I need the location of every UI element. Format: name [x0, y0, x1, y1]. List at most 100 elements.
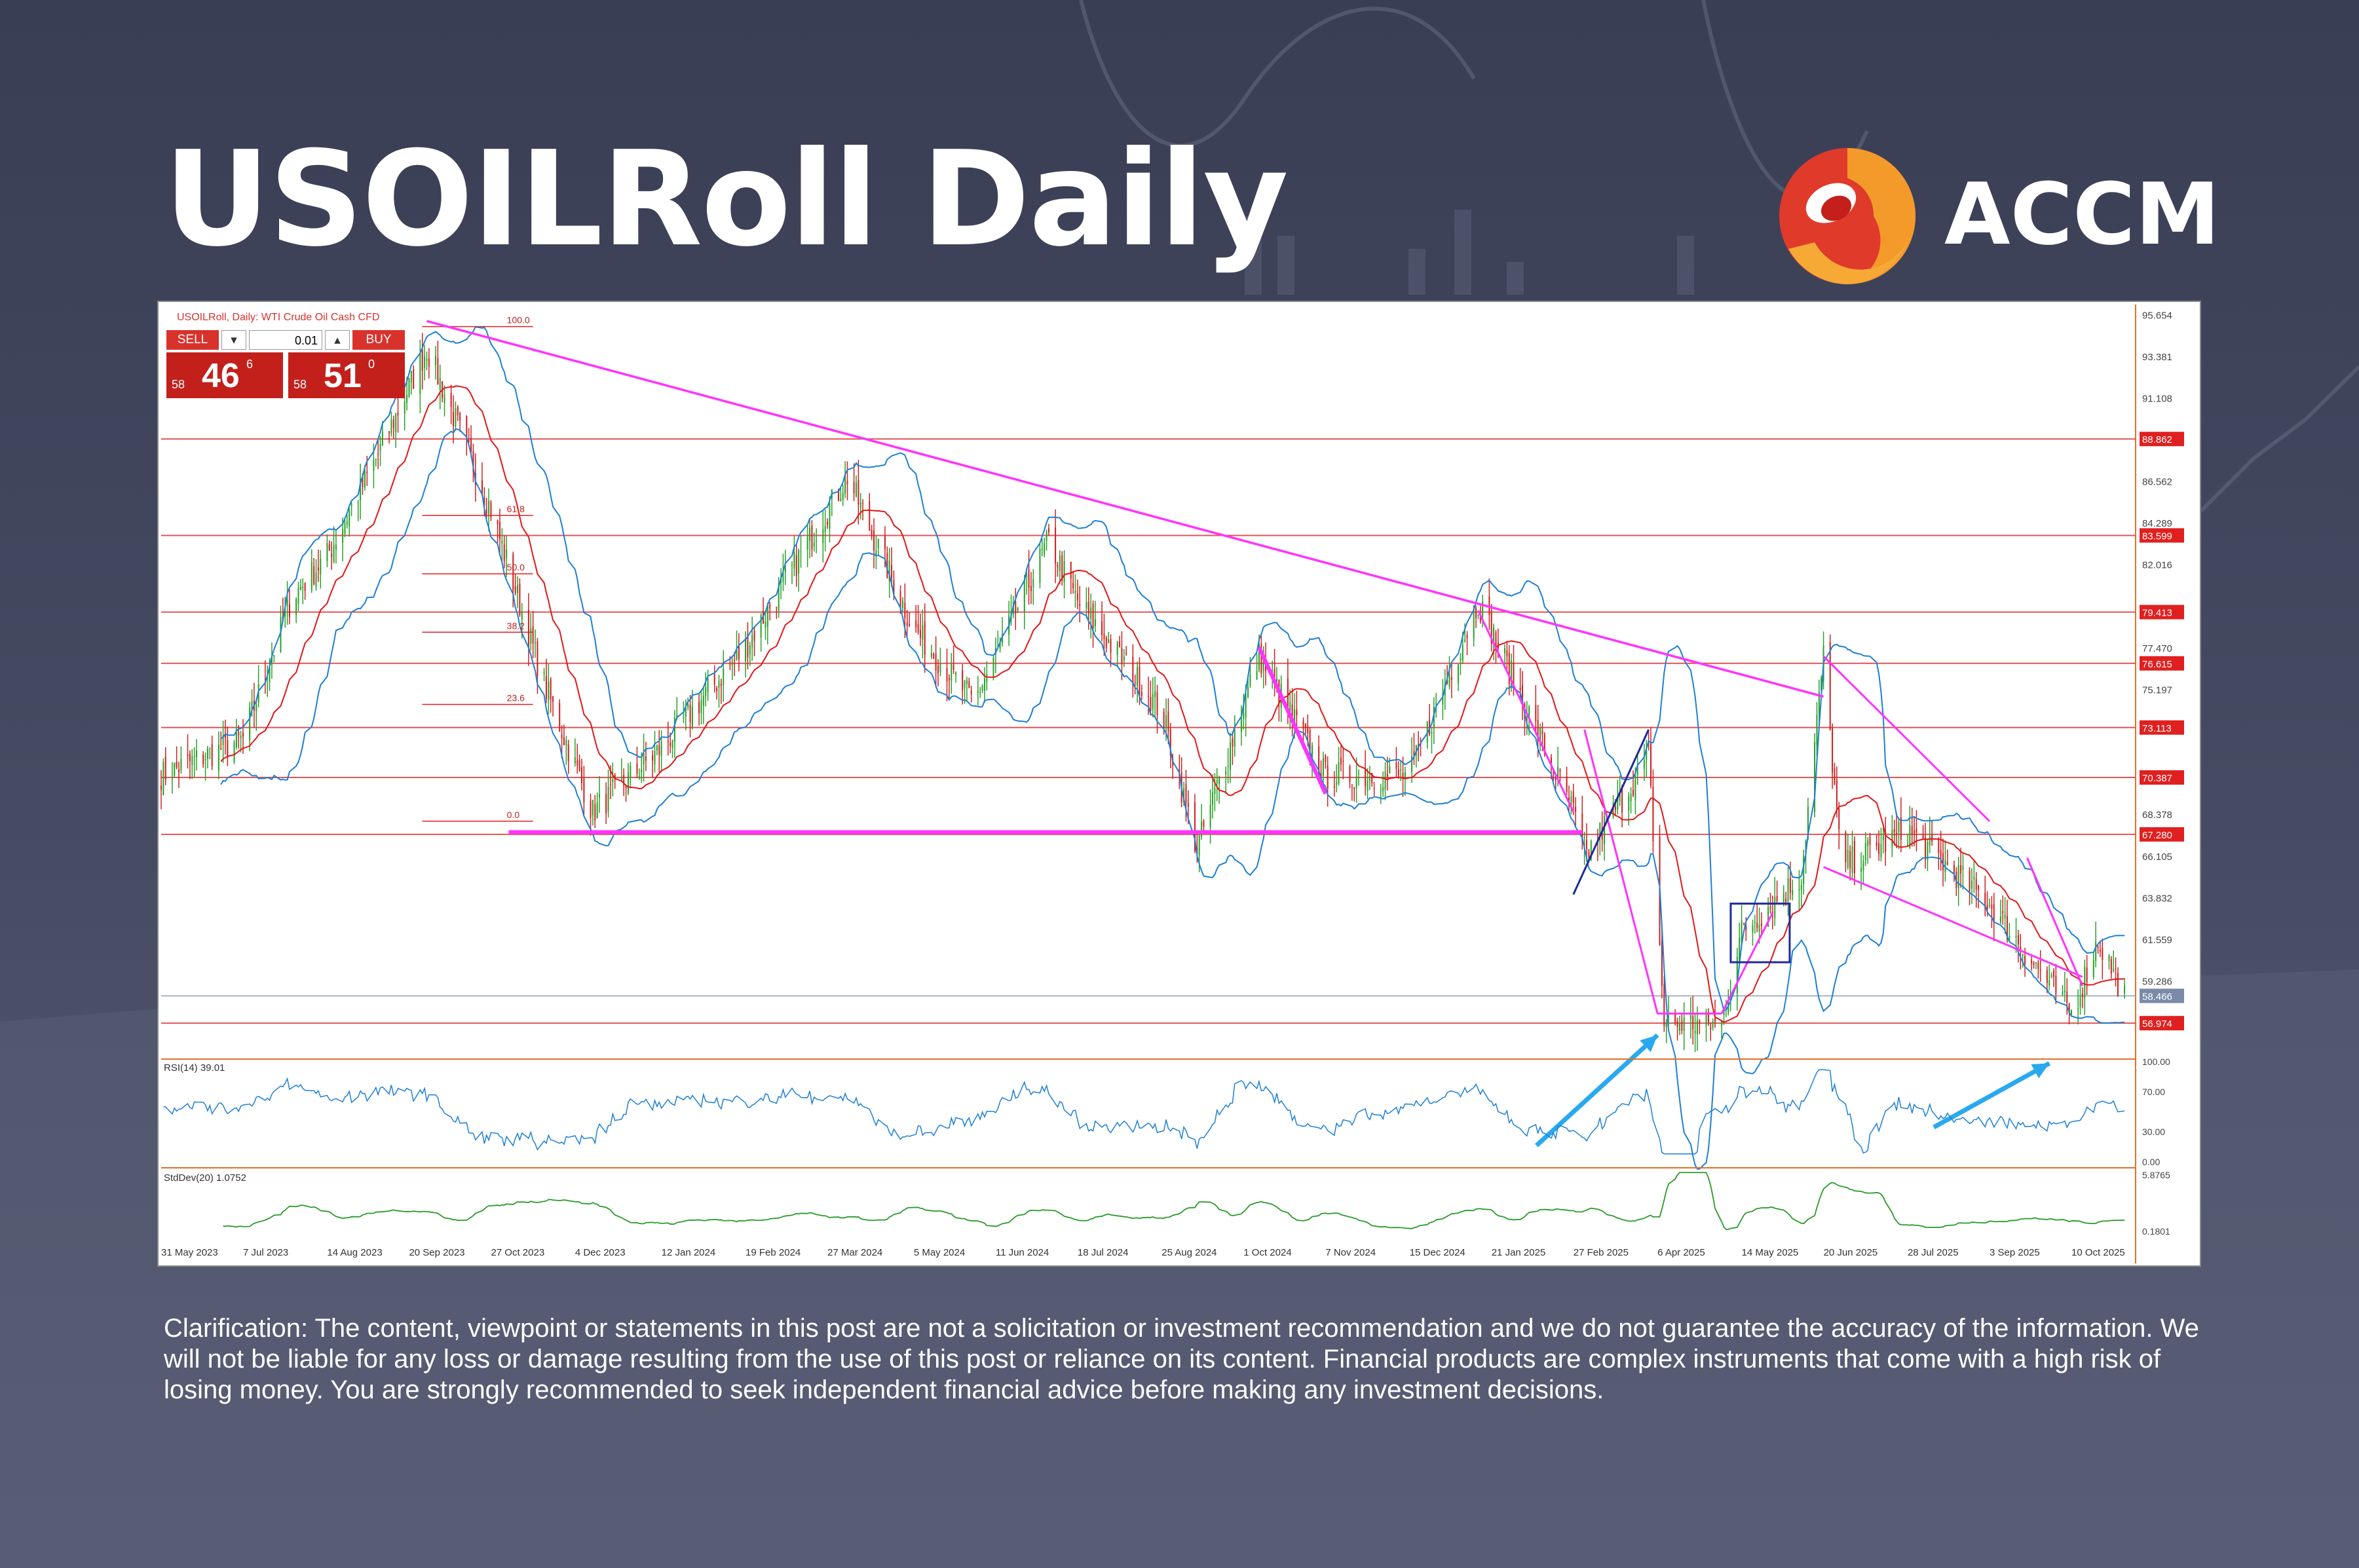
candle-body	[537, 641, 538, 677]
candle-body	[1121, 648, 1123, 664]
candle-body	[189, 753, 191, 762]
candle-body	[1821, 678, 1822, 690]
sell-price[interactable]: 58 46 6	[166, 352, 283, 398]
candle-body	[1851, 846, 1853, 873]
date-tick-label: 12 Jan 2024	[662, 1247, 716, 1258]
candle-body	[871, 529, 873, 535]
candle-body	[220, 748, 222, 750]
date-tick-label: 1 Oct 2024	[1243, 1247, 1291, 1258]
candle-body	[946, 668, 948, 682]
candle-body	[1845, 832, 1847, 863]
candle-body	[364, 470, 366, 488]
candle-body	[1999, 916, 2001, 923]
candle-body	[1333, 786, 1335, 788]
candle-body	[1878, 842, 1880, 854]
candle-body	[342, 529, 344, 543]
candle-body	[1218, 777, 1220, 785]
date-tick-label: 25 Aug 2024	[1161, 1247, 1217, 1258]
candle-body	[1543, 734, 1545, 754]
lot-dropdown-icon[interactable]: ▾	[221, 330, 246, 350]
buy-button[interactable]: BUY	[352, 330, 405, 350]
candle-body	[2035, 961, 2037, 963]
candle-body	[1973, 876, 1975, 880]
candle-body	[1384, 772, 1386, 790]
candle-body	[2081, 993, 2083, 997]
candle-body	[224, 733, 227, 738]
price-tick-label: 82.016	[2142, 560, 2172, 571]
candle-body	[2050, 975, 2052, 978]
candle-body	[434, 356, 437, 365]
candle-body	[1094, 619, 1096, 627]
candle-body	[933, 654, 935, 659]
fibonacci-level-label: 61.8	[507, 504, 525, 514]
candle-body	[1293, 709, 1296, 724]
candle-body	[1446, 679, 1448, 684]
candle-body	[1869, 836, 1871, 845]
candle-body	[552, 696, 554, 702]
candle-body	[227, 740, 229, 757]
buy-price[interactable]: 58 51 0	[288, 352, 405, 398]
candle-body	[392, 419, 394, 428]
candle-body	[450, 393, 452, 407]
candle-body	[1183, 788, 1185, 802]
rsi-tick-label: 0.00	[2142, 1157, 2160, 1167]
candle-body	[1059, 555, 1061, 571]
candle-body	[1940, 849, 1942, 859]
candle-body	[707, 679, 709, 692]
lot-stepper-up-icon[interactable]: ▴	[325, 330, 350, 350]
candle-body	[1466, 635, 1468, 639]
candle-body	[1785, 899, 1787, 903]
candle-body	[1539, 728, 1541, 746]
candle-body	[656, 745, 658, 751]
candle-body	[459, 413, 461, 420]
candle-body	[738, 646, 740, 660]
candle-body	[1490, 611, 1492, 644]
candle-body	[1581, 813, 1583, 842]
candle-body	[466, 415, 468, 438]
stddev-line	[223, 1172, 2125, 1230]
candle-body	[970, 690, 972, 695]
candle-body	[204, 759, 206, 760]
candle-body	[1829, 642, 1831, 730]
candle-body	[1689, 1015, 1691, 1019]
disclaimer-text: Clarification: The content, viewpoint or…	[164, 1314, 2199, 1404]
candle-body	[1914, 831, 1916, 833]
candle-body	[939, 663, 941, 673]
candle-body	[1023, 579, 1025, 612]
candle-body	[1211, 792, 1214, 805]
candle-body	[1371, 773, 1373, 784]
candle-body	[2117, 973, 2119, 996]
candle-body	[723, 669, 725, 685]
candle-body	[673, 717, 675, 742]
candle-body	[288, 604, 290, 618]
candle-body	[769, 605, 771, 609]
candle-body	[636, 763, 638, 774]
candle-body	[909, 624, 911, 625]
candle-body	[1404, 772, 1406, 779]
candle-body	[1274, 669, 1275, 680]
candle-body	[1896, 832, 1898, 834]
price-level-label: 67.280	[2142, 830, 2172, 841]
candle-body	[793, 552, 795, 569]
candle-body	[1550, 757, 1552, 764]
sell-button[interactable]: SELL	[166, 330, 219, 350]
candle-body	[1953, 865, 1955, 874]
candle-body	[612, 779, 614, 783]
candle-body	[751, 635, 753, 647]
candle-body	[1165, 715, 1167, 729]
candle-body	[1044, 543, 1046, 554]
candle-body	[1745, 927, 1747, 931]
candle-body	[1458, 664, 1460, 684]
date-tick-label: 27 Oct 2023	[491, 1247, 544, 1258]
candle-body	[377, 453, 379, 455]
candle-body	[2092, 960, 2094, 977]
lot-size-input[interactable]: 0.01	[249, 330, 322, 350]
candle-body	[1665, 1021, 1667, 1027]
date-tick-label: 31 May 2023	[161, 1247, 218, 1258]
fibonacci-level-label: 38.2	[507, 620, 525, 631]
candle-body	[886, 553, 888, 578]
candle-body	[1541, 730, 1543, 735]
candle-body	[937, 665, 939, 673]
candle-body	[1418, 743, 1420, 747]
candle-body	[404, 401, 406, 414]
